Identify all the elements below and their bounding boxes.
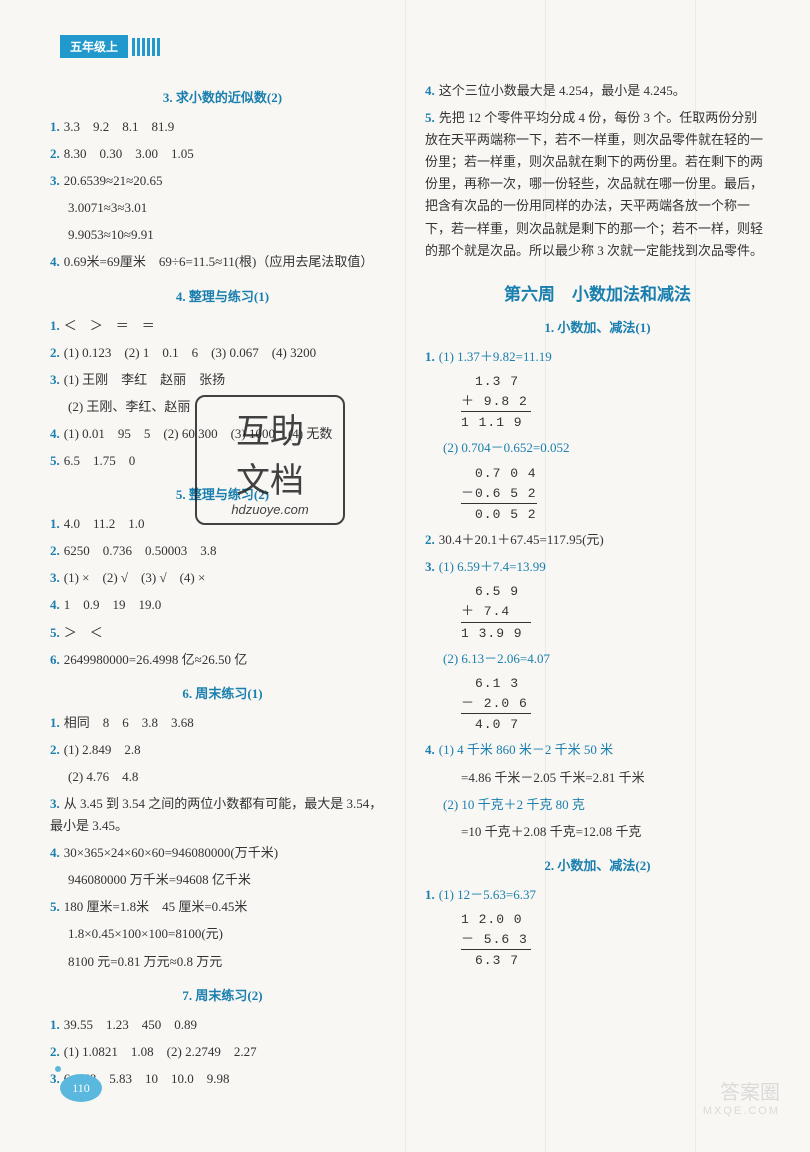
answer-line: 1.3.3 9.2 8.1 81.9 xyxy=(50,116,395,138)
answer-line: 5.180 厘米=1.8米 45 厘米=0.45米 xyxy=(50,896,395,918)
vertical-calc: 6.1 3 xyxy=(461,675,770,693)
vertical-calc: 1 1.1 9 xyxy=(461,414,770,432)
answer-line: 1.39.55 1.23 450 0.89 xyxy=(50,1014,395,1036)
answer-line: 2.(1) 1.0821 1.08 (2) 2.2749 2.27 xyxy=(50,1041,395,1063)
answer-line: 2.6250 0.736 0.50003 3.8 xyxy=(50,540,395,562)
section-title: 5. 整理与练习(2) xyxy=(50,484,395,503)
section-title: 3. 求小数的近似数(2) xyxy=(50,87,395,106)
answer-line: 1.相同 8 6 3.8 3.68 xyxy=(50,712,395,734)
answer-line: 4.(1) 0.01 95 5 (2) 60 300 (3) 1000 (4) … xyxy=(50,423,395,445)
answer-line: 3.20.6539≈21≈20.65 xyxy=(50,170,395,192)
answer-line: (2) 王刚、李红、赵丽 xyxy=(50,396,395,418)
answer-line: 4.30×365×24×60×60=946080000(万千米) xyxy=(50,842,395,864)
answer-line: (2) 6.13－2.06=4.07 xyxy=(425,648,770,670)
answer-line: 2.(1) 2.849 2.8 xyxy=(50,739,395,761)
bubble-dot-icon xyxy=(55,1066,61,1072)
answer-line: 5.＞ ＜ xyxy=(50,622,395,644)
section-title: 2. 小数加、减法(2) xyxy=(425,855,770,874)
grade-label: 五年级上 xyxy=(60,35,128,58)
page-number-bubble: 110 xyxy=(60,1074,102,1102)
answer-line: (2) 4.76 4.8 xyxy=(50,766,395,788)
vertical-calc: 1 2.0 0 xyxy=(461,911,770,929)
answer-line: =4.86 千米－2.05 千米=2.81 千米 xyxy=(425,767,770,789)
answer-line: =10 千克＋2.08 千克=12.08 千克 xyxy=(425,821,770,843)
answer-line: (2) 0.704－0.652=0.052 xyxy=(425,437,770,459)
section-title: 7. 周末练习(2) xyxy=(50,985,395,1004)
answer-line: 1.＜ ＞ ＝ ＝ xyxy=(50,315,395,337)
vertical-calc: ＋ 9.8 2 xyxy=(461,393,770,412)
answer-line: 4.1 0.9 19 19.0 xyxy=(50,594,395,616)
right-column: 4.这个三位小数最大是 4.254，最小是 4.245。 5.先把 12 个零件… xyxy=(420,75,770,1095)
answer-line: 1.4.0 11.2 1.0 xyxy=(50,513,395,535)
answer-line: 3.(1) 6.59＋7.4=13.99 xyxy=(425,556,770,578)
vertical-calc: － 5.6 3 xyxy=(461,931,770,950)
vertical-calc: 6.3 7 xyxy=(461,952,770,970)
week-title: 第六周 小数加法和减法 xyxy=(425,280,770,305)
grade-badge: 五年级上 xyxy=(60,35,160,58)
answer-line: 6.2649980000=26.4998 亿≈26.50 亿 xyxy=(50,649,395,671)
content-columns: 3. 求小数的近似数(2) 1.3.3 9.2 8.1 81.9 2.8.30 … xyxy=(50,75,770,1095)
answer-line: 5.先把 12 个零件平均分成 4 份，每份 3 个。任取两份分别放在天平两端称… xyxy=(425,107,770,262)
answer-line: 1.8×0.45×100×100=8100(元) xyxy=(50,923,395,945)
left-column: 3. 求小数的近似数(2) 1.3.3 9.2 8.1 81.9 2.8.30 … xyxy=(50,75,400,1095)
answer-line: 9.9053≈10≈9.91 xyxy=(50,224,395,246)
vertical-calc: 4.0 7 xyxy=(461,716,770,734)
answer-line: 3.从 3.45 到 3.54 之间的两位小数都有可能，最大是 3.54，最小是… xyxy=(50,793,395,837)
answer-line: 5.6.5 1.75 0 xyxy=(50,450,395,472)
answer-line: 1.(1) 12－5.63=6.37 xyxy=(425,884,770,906)
answer-line: 4.(1) 4 千米 860 米－2 千米 50 米 xyxy=(425,739,770,761)
answer-line: 4.0.69米=69厘米 69÷6=11.5≈11(根)（应用去尾法取值） xyxy=(50,251,395,273)
vertical-calc: 0.0 5 2 xyxy=(461,506,770,524)
badge-bars-icon xyxy=(132,38,160,56)
vertical-calc: －0.6 5 2 xyxy=(461,485,770,504)
answer-line: 3.0071≈3≈3.01 xyxy=(50,197,395,219)
answer-line: 3.(1) 王刚 李红 赵丽 张扬 xyxy=(50,369,395,391)
vertical-calc: 6.5 9 xyxy=(461,583,770,601)
answer-line: 2.8.30 0.30 3.00 1.05 xyxy=(50,143,395,165)
section-title: 4. 整理与练习(1) xyxy=(50,286,395,305)
answer-line: 2.30.4＋20.1＋67.45=117.95(元) xyxy=(425,529,770,551)
answer-line: 3.(1) × (2) √ (3) √ (4) × xyxy=(50,567,395,589)
answer-line: 946080000 万千米=94608 亿千米 xyxy=(50,869,395,891)
vertical-calc: － 2.0 6 xyxy=(461,695,770,714)
answer-line: 2.(1) 0.123 (2) 1 0.1 6 (3) 0.067 (4) 32… xyxy=(50,342,395,364)
section-title: 1. 小数加、减法(1) xyxy=(425,317,770,336)
answer-line: 8100 元=0.81 万元≈0.8 万元 xyxy=(50,951,395,973)
vertical-calc: 0.7 0 4 xyxy=(461,465,770,483)
vertical-calc: 1.3 7 xyxy=(461,373,770,391)
vertical-calc: 1 3.9 9 xyxy=(461,625,770,643)
section-title: 6. 周末练习(1) xyxy=(50,683,395,702)
answer-line: 4.这个三位小数最大是 4.254，最小是 4.245。 xyxy=(425,80,770,102)
answer-line: (2) 10 千克＋2 千克 80 克 xyxy=(425,794,770,816)
answer-line: 1.(1) 1.37＋9.82=11.19 xyxy=(425,346,770,368)
vertical-calc: ＋ 7.4 xyxy=(461,603,770,622)
